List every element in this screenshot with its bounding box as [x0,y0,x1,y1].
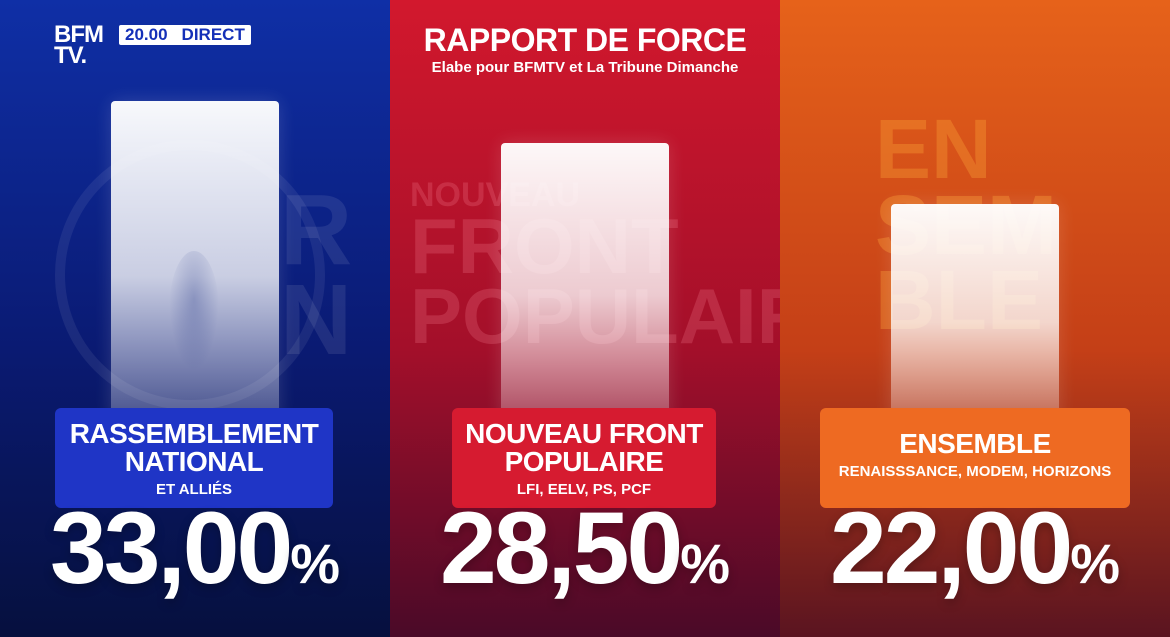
chart-header: RAPPORT DE FORCE Elabe pour BFMTV et La … [390,22,780,78]
category-sublabel: ET ALLIÉS [155,481,233,498]
value-label-rassemblement-national: 33,00% [0,488,390,624]
value-number: 33,00 [49,491,293,605]
percent-sign: % [290,532,341,595]
label-rassemblement-national: RASSEMBLEMENT NATIONAL ET ALLIÉS [55,408,333,508]
value-label-ensemble: 22,00% [780,488,1170,624]
bar-ensemble [891,203,1059,420]
label-ensemble: ENSEMBLE RENAISSSANCE, MODEM, HORIZONS [820,408,1130,508]
category-label: NOUVEAU FRONT POPULAIRE [465,418,703,477]
ens-watermark-line1: EN [875,102,992,196]
value-label-nouveau-front-populaire: 28,50% [390,488,780,624]
panel-nouveau-front-populaire: NOUVEAU FRONT POPULAIRE NOUVEAU FRONT PO… [390,0,780,637]
bar-nouveau-front-populaire [501,143,669,420]
panel-rassemblement-national: R N RASSEMBLEMENT NATIONAL ET ALLIÉS 33,… [0,0,390,637]
broadcast-time: 20.00 [125,25,168,44]
live-indicator: DIRECT [181,25,245,44]
bar-rassemblement-national [111,101,279,420]
percent-sign: % [1070,532,1121,595]
category-sublabel: RENAISSSANCE, MODEM, HORIZONS [838,463,1112,480]
label-nouveau-front-populaire: NOUVEAU FRONT POPULAIRE LFI, EELV, PS, P… [452,408,716,508]
flame-icon [169,251,219,372]
percent-sign: % [680,532,731,595]
category-sublabel: LFI, EELV, PS, PCF [516,481,652,498]
value-number: 28,50 [439,491,683,605]
live-time-badge: 20.00 DIRECT [119,25,251,45]
chart-subtitle: Elabe pour BFMTV et La Tribune Dimanche [431,59,739,76]
category-label: RASSEMBLEMENT NATIONAL [69,418,319,477]
value-number: 22,00 [829,491,1073,605]
category-label: ENSEMBLE [899,428,1051,459]
bfmtv-logo: BFM TV. [54,21,104,69]
panel-ensemble: EN SEM BLE ENSEMBLE RENAISSSANCE, MODEM,… [780,0,1170,637]
logo-line1: BFM [54,21,104,48]
logo-line2: TV. [54,42,87,69]
chart-title: RAPPORT DE FORCE [423,22,747,58]
